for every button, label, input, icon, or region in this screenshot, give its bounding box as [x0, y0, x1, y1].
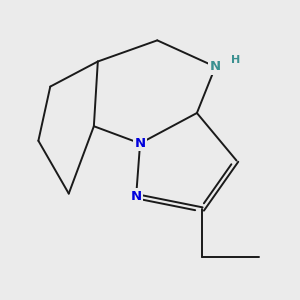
Text: N: N: [130, 190, 142, 203]
Text: N: N: [134, 137, 146, 150]
Text: N: N: [210, 60, 221, 73]
Text: H: H: [231, 55, 240, 65]
